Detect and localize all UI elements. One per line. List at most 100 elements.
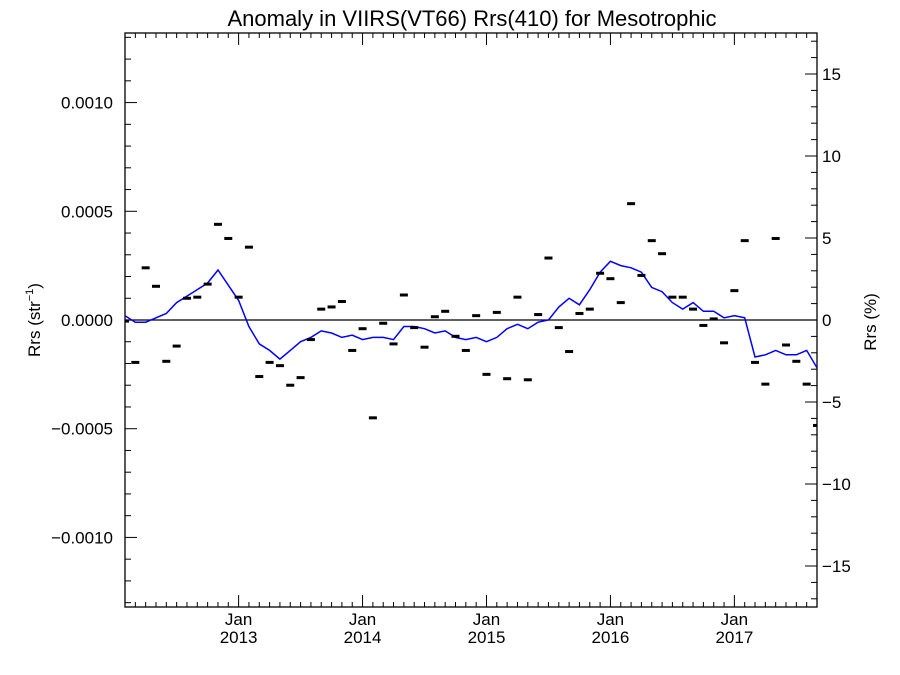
x-tick-label-month: Jan: [597, 610, 624, 629]
anomaly-point: [554, 326, 563, 330]
x-tick-label-year: 2013: [220, 628, 258, 647]
anomaly-point: [430, 315, 439, 319]
x-tick-label-year: 2016: [592, 628, 630, 647]
y-axis-left-title-base: Rrs (str: [25, 301, 44, 357]
y-right-tick-label: 15: [822, 65, 841, 84]
anomaly-point: [348, 348, 357, 352]
anomaly-point: [265, 360, 274, 364]
anomaly-point: [203, 282, 212, 286]
anomaly-point: [306, 338, 315, 342]
anomaly-point: [410, 326, 419, 330]
anomaly-point: [317, 307, 326, 311]
anomaly-point: [151, 284, 160, 288]
anomaly-point: [709, 317, 718, 321]
anomaly-point: [596, 271, 605, 275]
x-tick-label-month: Jan: [349, 610, 376, 629]
anomaly-point: [751, 360, 760, 364]
y-axis-left-title: Rrs (str−1): [24, 283, 44, 357]
anomaly-point: [399, 293, 408, 297]
anomaly-point: [523, 378, 532, 382]
anomaly-point: [368, 416, 377, 420]
anomaly-point: [720, 341, 729, 345]
anomaly-point: [213, 222, 222, 226]
anomaly-point: [575, 311, 584, 315]
anomaly-point: [730, 289, 739, 293]
anomaly-point: [337, 300, 346, 304]
anomaly-point: [172, 344, 181, 348]
anomaly-point: [141, 266, 150, 270]
y-axis-right: 15 10 5 0 −5 −10 −15: [805, 40, 851, 600]
anomaly-point: [224, 236, 233, 240]
y-right-tick-label: −15: [822, 557, 851, 576]
anomaly-point: [358, 327, 367, 331]
x-tick-label-month: Jan: [721, 610, 748, 629]
y-left-tick-label: −0.0005: [51, 420, 113, 439]
anomaly-point: [627, 202, 636, 206]
anomaly-point: [327, 305, 336, 309]
anomaly-point: [544, 256, 553, 260]
y-right-tick-label: 5: [822, 229, 831, 248]
x-tick-label-year: 2014: [344, 628, 382, 647]
anomaly-point: [162, 359, 171, 363]
y-left-tick-label: 0.0000: [61, 311, 113, 330]
anomaly-point: [792, 359, 801, 363]
x-tick-label-month: Jan: [225, 610, 252, 629]
anomaly-point: [503, 377, 512, 381]
y-axis-right-title: Rrs (%): [861, 293, 880, 351]
y-right-tick-label: −10: [822, 475, 851, 494]
anomaly-point: [565, 350, 574, 354]
anomaly-point: [585, 307, 594, 311]
chart-title: Anomaly in VIIRS(VT66) Rrs(410) for Meso…: [227, 6, 716, 31]
anomaly-point: [771, 236, 780, 240]
anomaly-point: [668, 295, 677, 299]
smoothed-anomaly-series: [125, 260, 817, 369]
x-tick-label-year: 2017: [715, 628, 753, 647]
anomaly-point: [658, 252, 667, 256]
anomaly-point: [637, 273, 646, 277]
smoothed-anomaly-line: [125, 260, 817, 369]
anomaly-point: [689, 307, 698, 311]
anomaly-point: [255, 375, 264, 379]
anomaly-point: [482, 372, 491, 376]
anomaly-point: [616, 301, 625, 305]
anomaly-point: [813, 423, 817, 427]
monthly-anomaly-series: [125, 202, 817, 427]
y-axis-left-title-close: ): [25, 283, 44, 289]
y-right-tick-label: −5: [822, 393, 841, 412]
y-right-tick-label: 0: [822, 311, 831, 330]
y-axis-left: 0.0010 0.0005 0.0000 −0.0005 −0.0010: [51, 36, 137, 604]
anomaly-point: [699, 323, 708, 327]
anomaly-point: [740, 239, 749, 243]
anomaly-point: [678, 295, 687, 299]
anomaly-point: [802, 382, 811, 386]
anomaly-point: [296, 376, 305, 380]
anomaly-point: [761, 382, 770, 386]
anomaly-point: [234, 295, 243, 299]
anomaly-point: [389, 342, 398, 346]
anomaly-point: [606, 277, 615, 281]
anomaly-point: [286, 383, 295, 387]
anomaly-point: [193, 295, 202, 299]
y-axis-left-title-superscript: −1: [24, 289, 36, 302]
anomaly-point: [379, 321, 388, 325]
anomaly-point: [244, 245, 253, 249]
y-right-tick-label: 10: [822, 147, 841, 166]
y-left-tick-label: 0.0010: [61, 94, 113, 113]
anomaly-point: [513, 295, 522, 299]
anomaly-point: [441, 309, 450, 313]
anomaly-point: [131, 360, 140, 364]
anomaly-point: [647, 239, 656, 243]
anomaly-point: [420, 345, 429, 349]
x-tick-label-month: Jan: [473, 610, 500, 629]
anomaly-point: [534, 313, 543, 317]
y-left-tick-label: 0.0005: [61, 202, 113, 221]
anomaly-point: [182, 296, 191, 300]
anomaly-point: [782, 343, 791, 347]
anomaly-point: [451, 334, 460, 338]
anomaly-point: [461, 348, 470, 352]
x-tick-label-year: 2015: [468, 628, 506, 647]
y-left-tick-label: −0.0010: [51, 528, 113, 547]
anomaly-point: [472, 314, 481, 318]
